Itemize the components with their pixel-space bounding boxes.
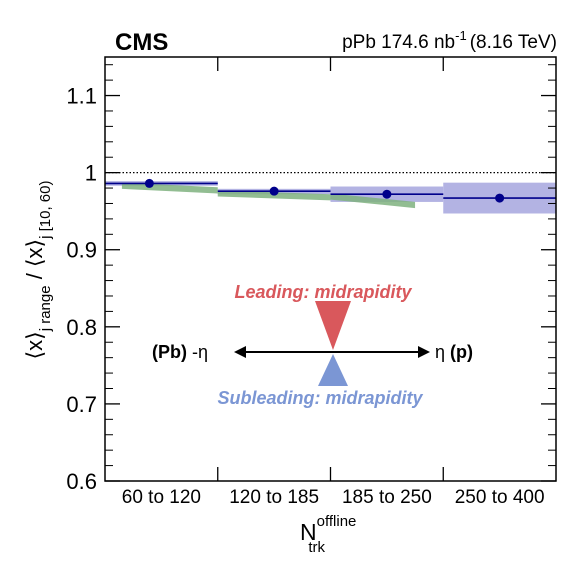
- data-point: [144, 178, 154, 188]
- y-tick-label: 0.9: [66, 238, 97, 263]
- y-axis-sub-range: j range: [37, 285, 54, 332]
- y-axis-title: ⟨x⟩j range / ⟨x⟩j [10, 60): [22, 181, 54, 360]
- subleading-triangle: [318, 354, 348, 386]
- x-category-label: 60 to 120: [122, 487, 201, 508]
- y-tick-label: 1.1: [66, 84, 97, 109]
- data-point: [382, 189, 392, 199]
- data-point: [269, 186, 279, 196]
- x-category-label: 250 to 400: [455, 487, 545, 508]
- dataset-exponent: -1: [455, 28, 467, 43]
- y-axis-sub-ref: j [10, 60): [37, 181, 54, 240]
- dataset-label: pPb 174.6 nb-1 (8.16 TeV): [342, 28, 557, 53]
- model-band-segment: [330, 193, 416, 209]
- x-axis-sub: trk: [308, 539, 325, 556]
- rapidity-diagram: Leading: midrapidity (Pb) -η η (p) Sublead…: [152, 282, 473, 408]
- y-axis-main: ⟨x⟩: [22, 331, 47, 359]
- left-direction-eta: -η: [192, 342, 208, 362]
- x-axis-main: N: [300, 519, 317, 545]
- plot-frame: [104, 56, 557, 482]
- y-tick-label: 0.7: [66, 392, 97, 417]
- subleading-label: Subleading: midrapidity: [217, 388, 423, 408]
- dataset-suffix: (8.16 TeV): [470, 32, 557, 53]
- right-direction-bold: (p): [450, 342, 473, 362]
- x-category-label: 120 to 185: [229, 487, 319, 508]
- left-direction-bold: (Pb): [152, 342, 187, 362]
- x-axis-title: Noffline trk: [300, 513, 356, 556]
- x-axis-sup: offline: [317, 513, 357, 530]
- leading-triangle: [315, 301, 351, 350]
- dataset-prefix: pPb 174.6 nb: [342, 32, 455, 53]
- experiment-label: CMS: [115, 29, 168, 56]
- y-tick-label: 1: [85, 161, 97, 186]
- y-tick-label: 0.6: [66, 469, 97, 494]
- y-axis-mid: / ⟨x⟩: [22, 239, 47, 286]
- eta-axis-right-arrow: [418, 346, 430, 358]
- left-direction-label: (Pb) -η: [152, 342, 208, 362]
- right-direction-label: η (p): [435, 342, 473, 362]
- eta-axis-left-arrow: [234, 346, 246, 358]
- x-category-label: 185 to 250: [342, 487, 432, 508]
- leading-label: Leading: midrapidity: [234, 282, 412, 302]
- y-tick-label: 0.8: [66, 315, 97, 340]
- data-point: [495, 193, 505, 203]
- right-direction-eta: η: [435, 342, 445, 362]
